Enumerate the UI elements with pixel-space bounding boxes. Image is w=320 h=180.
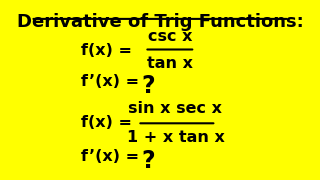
Text: tan x: tan x: [147, 56, 193, 71]
Text: f(x) =: f(x) =: [81, 43, 138, 58]
Text: sin x sec x: sin x sec x: [128, 101, 222, 116]
Text: csc x: csc x: [148, 28, 192, 44]
Text: Derivative of Trig Functions:: Derivative of Trig Functions:: [17, 13, 303, 31]
Text: f’(x) =: f’(x) =: [81, 74, 145, 89]
Text: ?: ?: [142, 74, 155, 98]
Text: f’(x) =: f’(x) =: [81, 149, 145, 164]
Text: ?: ?: [142, 149, 155, 173]
Text: f(x) =: f(x) =: [81, 115, 138, 130]
Text: 1 + x tan x: 1 + x tan x: [126, 130, 224, 145]
